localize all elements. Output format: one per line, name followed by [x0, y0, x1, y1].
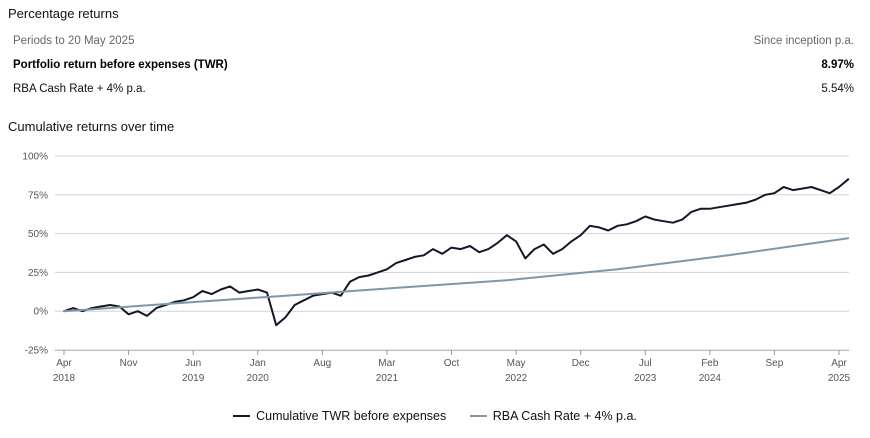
- chart-legend: Cumulative TWR before expenses RBA Cash …: [0, 409, 870, 423]
- section-title-percentage-returns: Percentage returns: [8, 6, 119, 21]
- x-tick-label: Jul: [639, 358, 652, 369]
- x-tick-label: Jan: [250, 358, 266, 369]
- series-line-rba: [63, 237, 850, 313]
- x-tick-label: May: [507, 358, 526, 369]
- cumulative-returns-chart: 100% 75% 50% 25% 0% -25% Apr 2018 Nov Jun 2019 Jan 2…: [22, 152, 850, 385]
- x-tick-year-label: 2019: [182, 373, 205, 384]
- returns-header-row: Periods to 20 May 2025 Since inception p…: [13, 35, 854, 53]
- grid-layer: [55, 155, 849, 351]
- y-tick-label: 50%: [28, 229, 48, 240]
- x-tick-label: Sep: [766, 358, 784, 369]
- y-tick-label: 25%: [28, 268, 48, 279]
- x-tick-year-label: 2025: [828, 373, 851, 384]
- y-tick-label: -25%: [25, 346, 48, 357]
- x-tick-year-label: 2022: [505, 373, 528, 384]
- x-tick-label: Dec: [572, 358, 590, 369]
- x-tick-year-label: 2020: [247, 373, 270, 384]
- legend-label-twr: Cumulative TWR before expenses: [256, 409, 447, 423]
- series-layer: [63, 178, 850, 327]
- twr-label: Portfolio return before expenses (TWR): [13, 59, 228, 71]
- legend-swatch-rba: [469, 414, 487, 417]
- axis-layer: 100% 75% 50% 25% 0% -25% Apr 2018 Nov Jun 2019 Jan 2…: [22, 152, 850, 385]
- chart-title: Cumulative returns over time: [8, 119, 175, 134]
- x-tick-label: Oct: [444, 358, 460, 369]
- series-line-twr: [63, 178, 850, 327]
- x-tick-label: Jun: [185, 358, 201, 369]
- rba-value: 5.54%: [821, 83, 854, 95]
- x-tick-label: Nov: [120, 358, 138, 369]
- x-tick-year-label: 2021: [376, 373, 399, 384]
- returns-row-rba: RBA Cash Rate + 4% p.a. 5.54%: [13, 83, 854, 101]
- y-tick-label: 100%: [22, 152, 48, 163]
- x-tick-label: Apr: [56, 358, 72, 369]
- x-tick-year-label: 2018: [53, 373, 76, 384]
- x-tick-label: Apr: [831, 358, 847, 369]
- legend-label-rba: RBA Cash Rate + 4% p.a.: [492, 409, 637, 423]
- twr-value: 8.97%: [821, 59, 854, 71]
- period-label: Periods to 20 May 2025: [13, 35, 135, 47]
- x-tick-label: Feb: [701, 358, 719, 369]
- x-tick-year-label: 2023: [634, 373, 657, 384]
- rba-label: RBA Cash Rate + 4% p.a.: [13, 83, 146, 95]
- y-tick-label: 0%: [34, 307, 49, 318]
- legend-item-twr[interactable]: Cumulative TWR before expenses: [233, 409, 446, 423]
- x-tick-label: Mar: [378, 358, 396, 369]
- legend-item-rba[interactable]: RBA Cash Rate + 4% p.a.: [469, 409, 637, 423]
- returns-row-twr: Portfolio return before expenses (TWR) 8…: [13, 59, 854, 77]
- y-tick-label: 75%: [28, 190, 48, 201]
- legend-swatch-twr: [233, 414, 251, 417]
- x-tick-year-label: 2024: [699, 373, 722, 384]
- since-inception-label: Since inception p.a.: [753, 35, 854, 47]
- x-tick-label: Aug: [313, 358, 331, 369]
